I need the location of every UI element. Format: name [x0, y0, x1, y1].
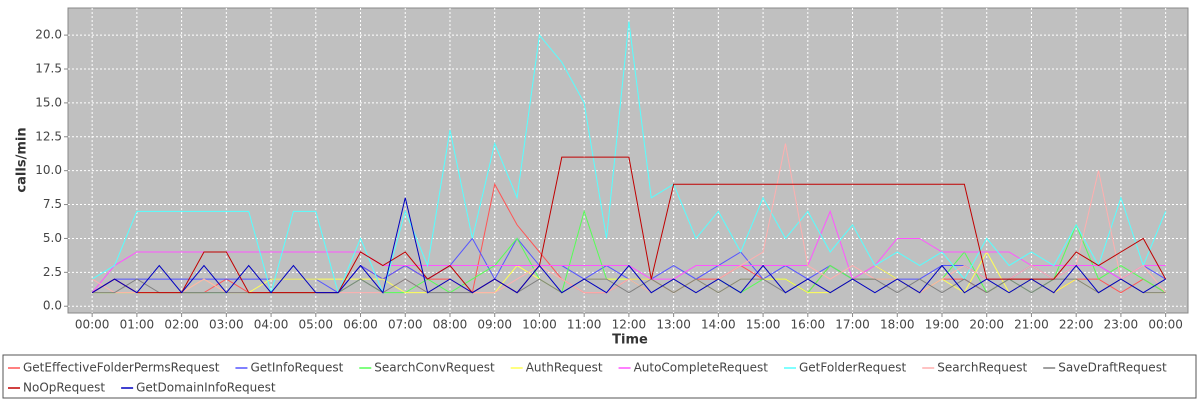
x-tick-label: 10:00: [522, 318, 557, 332]
x-tick-label: 21:00: [1014, 318, 1049, 332]
y-axis-title: calls/min: [15, 127, 30, 192]
x-axis-title: Time: [612, 333, 648, 348]
legend-label: SaveDraftRequest: [1058, 361, 1167, 375]
y-tick-label: 7.5: [43, 197, 62, 211]
series-line: [91, 197, 1166, 294]
legend-label: GetInfoRequest: [250, 361, 343, 375]
y-tick-label: 17.5: [35, 62, 62, 76]
x-tick-label: 11:00: [567, 318, 602, 332]
x-tick-label: 16:00: [791, 318, 826, 332]
legend-label: AutoCompleteRequest: [634, 361, 769, 375]
x-tick-label: 23:00: [1104, 318, 1139, 332]
x-tick-label: 05:00: [298, 318, 333, 332]
x-tick-label: 18:00: [880, 318, 915, 332]
x-tick-label: 22:00: [1059, 318, 1094, 332]
x-tick-label: 07:00: [388, 318, 423, 332]
x-tick-label: 06:00: [343, 318, 378, 332]
x-tick-label: 14:00: [701, 318, 736, 332]
legend-label: SearchRequest: [937, 361, 1027, 375]
x-tick-label: 02:00: [164, 318, 199, 332]
y-tick-label: 12.5: [35, 129, 62, 143]
x-tick-label: 13:00: [656, 318, 691, 332]
y-tick-label: 20.0: [35, 28, 62, 42]
y-tick-label: 15.0: [35, 95, 62, 109]
x-tick-label: 17:00: [835, 318, 870, 332]
x-tick-label: 19:00: [925, 318, 960, 332]
plot-area: [67, 7, 1189, 314]
x-tick-label: 20:00: [969, 318, 1004, 332]
legend: [2, 354, 1197, 399]
legend-label: GetDomainInfoRequest: [136, 381, 276, 395]
y-tick-label: 0.0: [43, 299, 62, 313]
legend-label: NoOpRequest: [23, 381, 105, 395]
x-tick-label: 04:00: [254, 318, 289, 332]
y-tick-label: 5.0: [43, 231, 62, 245]
x-tick-label: 03:00: [209, 318, 244, 332]
y-tick-label: 10.0: [35, 163, 62, 177]
x-tick-label: 00:00: [75, 318, 110, 332]
x-tick-label: 08:00: [433, 318, 468, 332]
x-tick-label: 12:00: [612, 318, 647, 332]
y-tick-label: 2.5: [43, 265, 62, 279]
x-tick-label: 01:00: [120, 318, 155, 332]
legend-label: GetEffectiveFolderPermsRequest: [23, 361, 220, 375]
x-tick-label: 09:00: [477, 318, 512, 332]
x-tick-label: 00:00: [1148, 318, 1183, 332]
legend-label: GetFolderRequest: [799, 361, 907, 375]
legend-label: SearchConvRequest: [374, 361, 495, 375]
legend-label: AuthRequest: [526, 361, 603, 375]
x-tick-label: 15:00: [746, 318, 781, 332]
